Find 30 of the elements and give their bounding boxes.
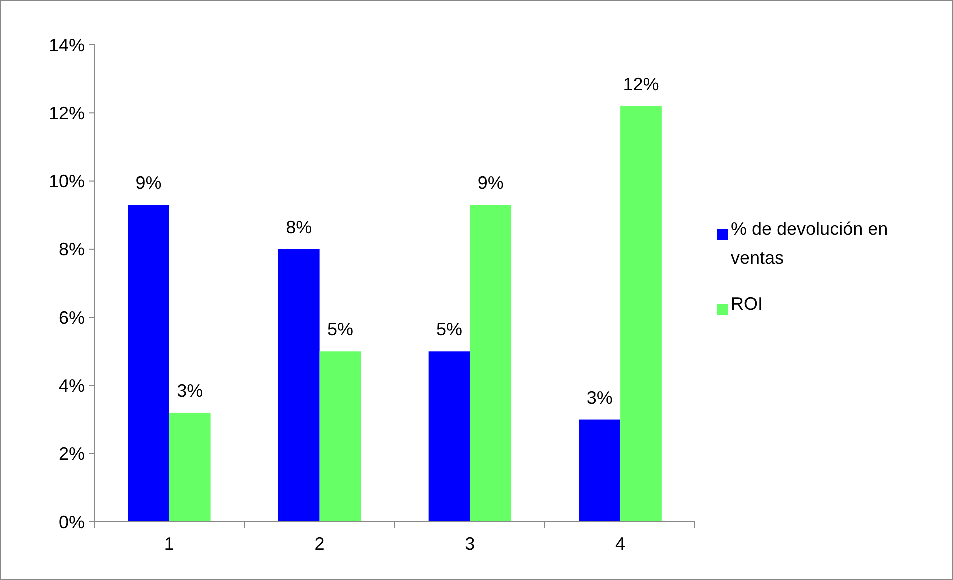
data-label: 9%: [136, 173, 162, 194]
y-tick-label: 14%: [48, 35, 85, 56]
y-tick-label: 0%: [58, 512, 85, 532]
data-label: 5%: [327, 320, 354, 340]
bar: [278, 249, 320, 522]
y-tick-label: 2%: [58, 444, 85, 464]
y-tick-label: 4%: [58, 376, 85, 396]
y-tick-label: 10%: [48, 172, 85, 192]
y-tick-label: 6%: [58, 308, 85, 328]
bar: [470, 205, 512, 522]
data-label: 8%: [286, 217, 312, 238]
y-tick-label: 8%: [58, 240, 85, 260]
data-label: 5%: [436, 320, 463, 340]
data-label: 12%: [623, 74, 660, 94]
bar: [579, 420, 621, 522]
x-tick-label: 1: [164, 534, 174, 554]
bar: [620, 106, 662, 522]
bar: [428, 352, 470, 522]
y-tick-label: 12%: [48, 103, 85, 124]
x-tick-label: 3: [465, 534, 476, 554]
legend-label: ROI: [731, 294, 764, 314]
x-tick-label: 4: [616, 534, 626, 554]
data-label: 3%: [177, 380, 204, 401]
bar: [320, 352, 362, 522]
legend-label: % de devolución en ventas: [731, 219, 888, 268]
data-label: 9%: [478, 173, 504, 194]
bar: [128, 205, 170, 522]
x-tick-label: 2: [314, 534, 325, 554]
data-label: 3%: [586, 388, 613, 408]
bar: [169, 412, 211, 522]
